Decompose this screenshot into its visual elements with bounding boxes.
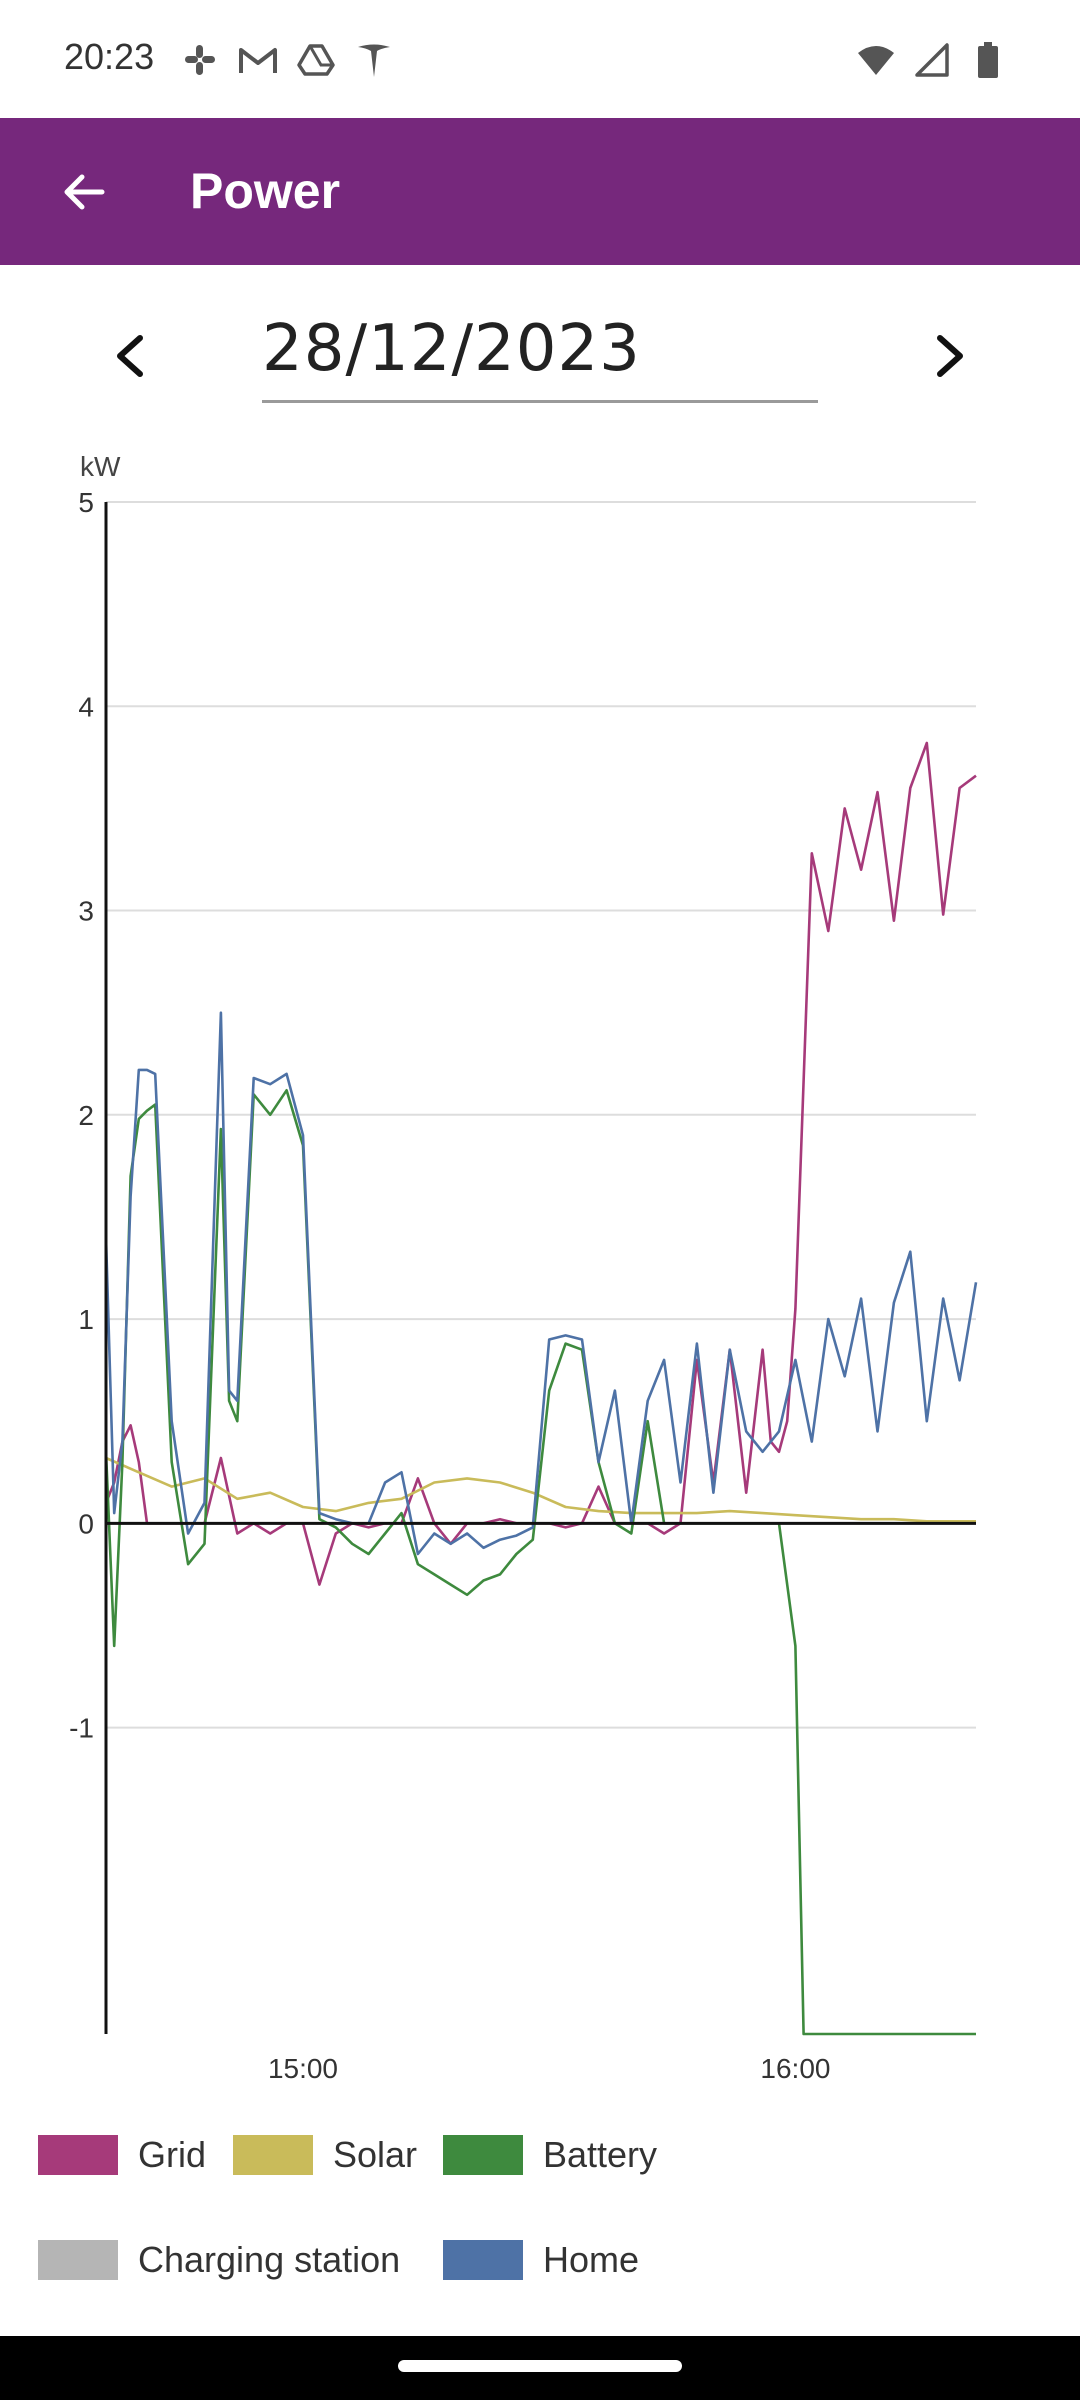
system-navigation-bar: [0, 2336, 1080, 2400]
previous-day-button[interactable]: [90, 316, 170, 396]
status-time: 20:23: [64, 36, 155, 77]
signal-icon: [910, 38, 954, 82]
y-tick-label: 2: [78, 1100, 94, 1131]
legend-label-charging-station: Charging station: [138, 2239, 401, 2280]
legend-swatch-home: [443, 2240, 523, 2280]
legend-label-solar: Solar: [333, 2134, 418, 2175]
back-button[interactable]: [40, 148, 128, 236]
series-line-solar: [105, 1456, 976, 1523]
legend-label-home: Home: [543, 2239, 640, 2280]
legend-label-grid: Grid: [138, 2134, 207, 2175]
legend-item-home[interactable]: Home: [443, 2230, 639, 2290]
legend-swatch-grid: [38, 2135, 118, 2175]
chevron-left-icon: [117, 335, 143, 377]
series-line-battery: [104, 1088, 976, 2036]
grid: [106, 501, 976, 1729]
page-title: Power: [190, 163, 341, 219]
series-lines: [104, 741, 978, 2036]
y-tick-label: 4: [78, 691, 94, 722]
tesla-icon: [352, 38, 396, 82]
legend-item-grid[interactable]: Grid: [38, 2125, 206, 2185]
notification-icons: [178, 38, 396, 82]
date-value: 28/12/2023: [262, 312, 641, 386]
legend-item-battery[interactable]: Battery: [443, 2125, 657, 2185]
y-tick-label: -1: [69, 1713, 94, 1744]
legend-swatch-charging-station: [38, 2240, 118, 2280]
x-tick-label: 15:00: [268, 2053, 338, 2084]
drive-icon: [294, 38, 338, 82]
legend-label-battery: Battery: [543, 2134, 658, 2175]
series-line-home: [104, 1011, 978, 1556]
legend-item-charging-station[interactable]: Charging station: [38, 2230, 400, 2290]
legend-swatch-battery: [443, 2135, 523, 2175]
x-tick-label: 16:00: [760, 2053, 830, 2084]
date-navigation: 28/12/2023: [0, 290, 1080, 420]
y-tick-label: 5: [78, 487, 94, 518]
power-chart[interactable]: kW 5 4 3 2 1 0 -1 15:00 16:00: [0, 440, 1080, 2100]
home-gesture-handle[interactable]: [398, 2360, 682, 2372]
y-tick-label: 0: [78, 1508, 94, 1539]
slack-icon: [178, 38, 222, 82]
next-day-button[interactable]: [910, 316, 990, 396]
y-tick-labels: 5 4 3 2 1 0 -1: [69, 487, 94, 1744]
arrow-left-icon: [64, 174, 105, 210]
gmail-icon: [236, 38, 280, 82]
legend-item-solar[interactable]: Solar: [233, 2125, 417, 2185]
system-icons: [854, 38, 1010, 82]
y-axis-label: kW: [80, 451, 121, 482]
battery-icon: [966, 38, 1010, 82]
wifi-icon: [854, 38, 898, 82]
status-bar: 20:23: [0, 0, 1080, 118]
y-tick-label: 1: [78, 1304, 94, 1335]
chevron-right-icon: [937, 335, 963, 377]
date-field[interactable]: 28/12/2023: [262, 312, 818, 403]
x-tick-labels: 15:00 16:00: [268, 2053, 831, 2084]
legend-swatch-solar: [233, 2135, 313, 2175]
app-bar: Power: [0, 118, 1080, 265]
y-tick-label: 3: [78, 896, 94, 927]
